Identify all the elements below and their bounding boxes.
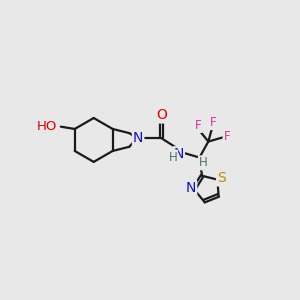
Text: HO: HO [37,120,57,133]
Text: H: H [168,151,177,164]
Text: N: N [133,130,143,145]
Text: O: O [156,109,167,122]
Text: F: F [195,119,202,132]
Text: H: H [199,156,208,169]
Text: F: F [210,116,216,129]
Text: N: N [186,181,196,195]
Text: N: N [174,147,184,161]
Text: F: F [224,130,230,143]
Text: S: S [217,172,226,185]
